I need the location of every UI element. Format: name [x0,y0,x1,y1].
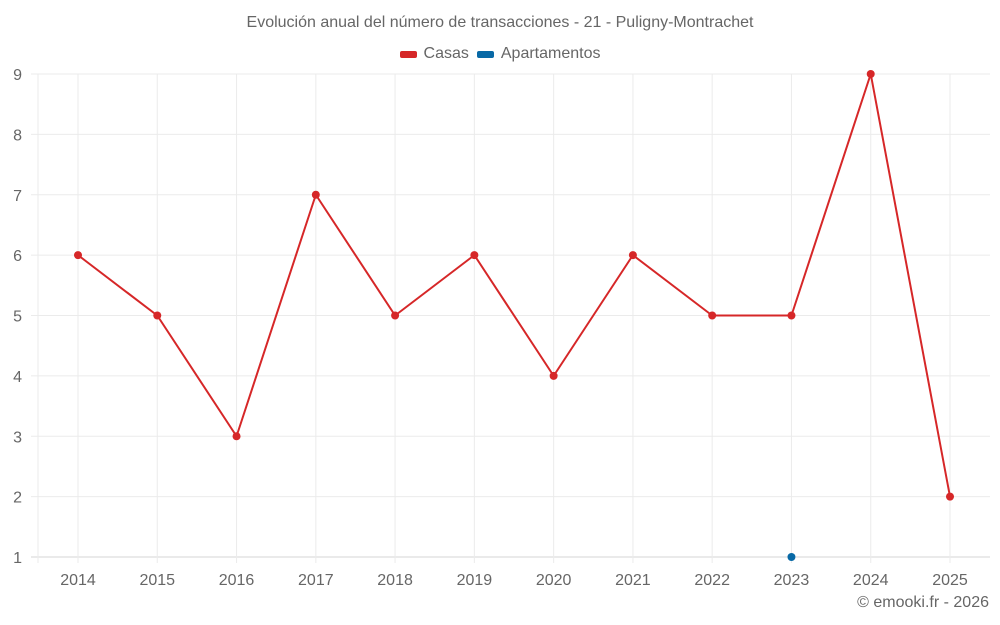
x-tick-label: 2015 [139,572,175,589]
y-tick-label: 1 [13,550,22,567]
chart-title: Evolución anual del número de transaccio… [246,14,754,31]
y-tick-label: 6 [13,248,22,265]
data-point-casas [470,251,479,260]
data-point-casas [153,311,162,320]
x-tick-label: 2023 [774,572,810,589]
y-tick-label: 8 [13,127,22,144]
legend-item-casas[interactable]: Casas [399,45,469,63]
y-tick-label: 9 [13,67,22,84]
x-tick-label: 2022 [694,572,730,589]
data-point-casas [311,190,320,199]
y-tick-label: 7 [13,188,22,205]
y-tick-label: 4 [13,369,22,386]
x-tick-label: 2018 [377,572,413,589]
x-tick-label: 2021 [615,572,651,589]
data-point-casas [232,432,241,441]
x-tick-label: 2024 [853,572,889,589]
legend-label-apartamentos: Apartamentos [500,45,601,62]
data-point-casas [708,311,717,320]
data-point-casas [74,251,82,260]
x-tick-label: 2017 [298,572,334,589]
y-tick-label: 5 [13,309,22,326]
y-tick-label: 3 [13,429,22,446]
x-tick-label: 2025 [932,572,968,589]
x-tick-label: 2014 [60,572,96,589]
data-point-casas [946,492,954,501]
legend-swatch-casas-icon [399,50,417,58]
legend-swatch-apartamentos-icon [476,50,494,58]
data-point-apartamentos [787,553,796,561]
y-tick-label: 2 [13,490,22,507]
chart-legend: Casas Apartamentos [0,45,1000,63]
legend-label-casas: Casas [423,45,469,62]
data-point-casas [787,311,796,320]
data-point-casas [549,371,558,380]
x-tick-label: 2019 [457,572,493,589]
data-point-casas [866,70,875,78]
x-tick-label: 2016 [219,572,255,589]
series-line-casas [77,73,951,497]
legend-item-apartamentos[interactable]: Apartamentos [476,45,601,63]
data-point-casas [391,311,400,320]
x-tick-label: 2020 [536,572,572,589]
data-point-casas [628,251,637,260]
copyright-credit: © emooki.fr - 2026 [857,594,989,611]
